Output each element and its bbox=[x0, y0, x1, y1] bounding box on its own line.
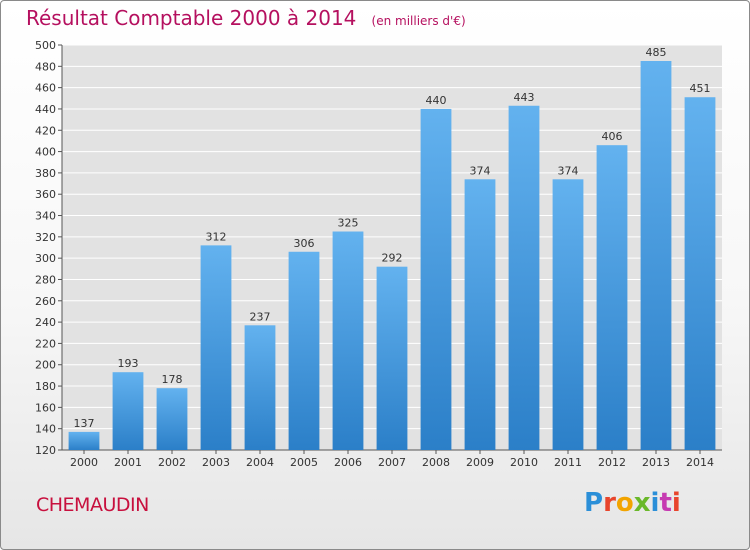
data-label-2007: 292 bbox=[382, 252, 403, 265]
bar-2002 bbox=[156, 388, 188, 450]
bar-2010 bbox=[508, 105, 540, 450]
bar-2005 bbox=[288, 251, 320, 450]
x-tick-label: 2012 bbox=[598, 456, 626, 469]
data-label-2009: 374 bbox=[470, 164, 491, 177]
y-tick-label: 300 bbox=[35, 252, 56, 265]
bar-2011 bbox=[552, 179, 584, 450]
logo-letter: t bbox=[659, 488, 672, 518]
bar-2003 bbox=[200, 245, 232, 450]
bar-2000 bbox=[68, 431, 100, 450]
chart-subtitle: (en milliers d'€) bbox=[371, 14, 466, 28]
x-tick-label: 2014 bbox=[686, 456, 714, 469]
x-tick-label: 2007 bbox=[378, 456, 406, 469]
y-tick-label: 460 bbox=[35, 82, 56, 95]
y-tick-label: 360 bbox=[35, 188, 56, 201]
y-tick-label: 420 bbox=[35, 124, 56, 137]
chart-title: Résultat Comptable 2000 à 2014 bbox=[26, 6, 357, 30]
bar-2007 bbox=[376, 266, 408, 450]
bar-2001 bbox=[112, 372, 144, 450]
data-label-2008: 440 bbox=[426, 94, 447, 107]
data-label-2014: 451 bbox=[690, 82, 711, 95]
x-tick-label: 2005 bbox=[290, 456, 318, 469]
commune-name: CHEMAUDIN bbox=[36, 494, 149, 516]
data-label-2004: 237 bbox=[250, 310, 271, 323]
data-label-2013: 485 bbox=[646, 46, 667, 59]
bar-2009 bbox=[464, 179, 496, 450]
data-label-2000: 137 bbox=[74, 417, 95, 430]
y-tick-label: 320 bbox=[35, 231, 56, 244]
y-tick-label: 220 bbox=[35, 337, 56, 350]
logo-letter: r bbox=[603, 488, 616, 518]
y-tick-label: 140 bbox=[35, 423, 56, 436]
y-tick-label: 120 bbox=[35, 444, 56, 457]
bar-2008 bbox=[420, 108, 452, 451]
y-tick-label: 240 bbox=[35, 316, 56, 329]
y-tick-label: 160 bbox=[35, 401, 56, 414]
data-label-2003: 312 bbox=[206, 230, 227, 243]
x-tick-label: 2008 bbox=[422, 456, 450, 469]
x-tick-label: 2002 bbox=[158, 456, 186, 469]
y-tick-label: 280 bbox=[35, 273, 56, 286]
y-tick-label: 260 bbox=[35, 295, 56, 308]
data-label-2011: 374 bbox=[558, 164, 579, 177]
y-tick-label: 440 bbox=[35, 103, 56, 116]
y-tick-label: 500 bbox=[35, 39, 56, 52]
data-label-2001: 193 bbox=[118, 357, 139, 370]
y-tick-label: 480 bbox=[35, 60, 56, 73]
y-tick-label: 200 bbox=[35, 359, 56, 372]
y-tick-label: 340 bbox=[35, 210, 56, 223]
bar-2004 bbox=[244, 325, 276, 450]
bar-2014 bbox=[684, 97, 716, 450]
x-tick-label: 2004 bbox=[246, 456, 274, 469]
x-tick-label: 2001 bbox=[114, 456, 142, 469]
x-tick-label: 2013 bbox=[642, 456, 670, 469]
logo-letter: x bbox=[633, 488, 651, 518]
x-tick-label: 2011 bbox=[554, 456, 582, 469]
data-label-2005: 306 bbox=[294, 237, 315, 250]
logo-letter: P bbox=[584, 488, 604, 518]
data-label-2012: 406 bbox=[602, 130, 623, 143]
logo-letter: i bbox=[671, 488, 681, 518]
y-tick-label: 400 bbox=[35, 146, 56, 159]
data-label-2010: 443 bbox=[514, 91, 535, 104]
y-tick-label: 380 bbox=[35, 167, 56, 180]
proxiti-logo[interactable]: Proxiti bbox=[584, 488, 681, 518]
x-tick-label: 2006 bbox=[334, 456, 362, 469]
x-tick-label: 2000 bbox=[70, 456, 98, 469]
x-tick-label: 2003 bbox=[202, 456, 230, 469]
bar-2012 bbox=[596, 145, 628, 450]
y-tick-label: 180 bbox=[35, 380, 56, 393]
logo-letter: o bbox=[615, 488, 634, 518]
logo-letter: i bbox=[650, 488, 660, 518]
data-label-2002: 178 bbox=[162, 373, 183, 386]
data-label-2006: 325 bbox=[338, 217, 359, 230]
bar-2013 bbox=[640, 60, 672, 450]
chart-header: Résultat Comptable 2000 à 2014 (en milli… bbox=[26, 6, 466, 30]
bar-2006 bbox=[332, 231, 364, 450]
x-tick-label: 2010 bbox=[510, 456, 538, 469]
x-tick-label: 2009 bbox=[466, 456, 494, 469]
